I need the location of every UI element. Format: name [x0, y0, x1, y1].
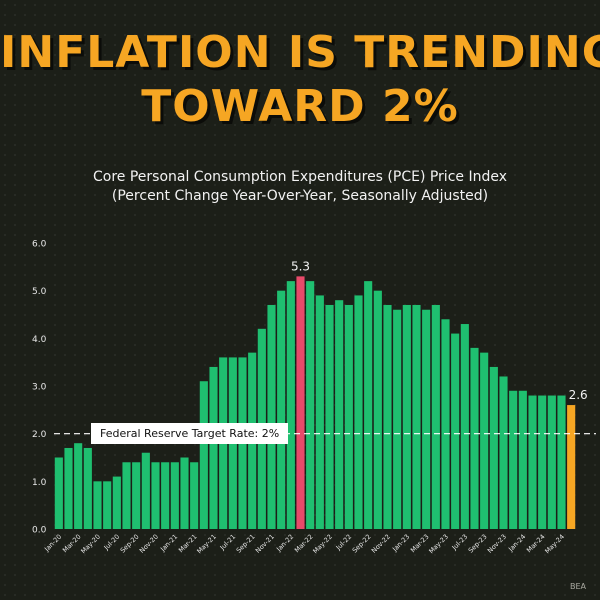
bar — [141, 452, 150, 529]
bar — [267, 304, 276, 529]
bar — [190, 462, 199, 529]
bar — [277, 290, 286, 529]
bar — [499, 376, 508, 529]
y-tick-label: 0.0 — [32, 526, 47, 536]
x-tick-label: Jan-21 — [158, 533, 179, 554]
x-tick-label: Jan-20 — [42, 533, 63, 554]
x-tick-label: May-23 — [427, 533, 450, 556]
x-tick-label: Jan-24 — [506, 533, 527, 554]
y-tick-label: 2.0 — [32, 430, 47, 440]
headline-line-2: TOWARD 2% — [141, 81, 459, 132]
bar — [567, 405, 576, 529]
bar — [306, 281, 315, 529]
bar — [161, 462, 170, 529]
bar — [538, 395, 547, 529]
bar — [383, 304, 392, 529]
bar — [296, 276, 305, 529]
bar — [286, 281, 295, 529]
headline-line-1: INFLATION IS TRENDING — [0, 27, 600, 78]
bar — [180, 457, 189, 529]
bar — [547, 395, 556, 529]
x-tick-label: Nov-22 — [370, 533, 392, 555]
x-tick-label: Nov-23 — [486, 533, 508, 555]
bar — [103, 481, 112, 529]
bar — [518, 390, 527, 529]
bar — [170, 462, 179, 529]
x-tick-label: Sep-23 — [467, 533, 489, 555]
bar — [335, 300, 344, 529]
bar — [122, 462, 131, 529]
subtitle-line-2: (Percent Change Year-Over-Year, Seasonal… — [111, 188, 489, 204]
bar — [422, 309, 431, 529]
source-label: BEA — [569, 582, 586, 591]
bar — [557, 395, 566, 529]
bar — [354, 295, 363, 529]
bar — [199, 381, 208, 529]
x-tick-label: May-20 — [79, 533, 102, 556]
bar — [373, 290, 382, 529]
x-tick-label: May-22 — [311, 533, 334, 556]
y-tick-label: 4.0 — [32, 335, 47, 345]
x-tick-label: Sep-20 — [119, 533, 141, 555]
reference-line-label: Federal Reserve Target Rate: 2% — [91, 423, 289, 444]
bar — [315, 295, 324, 529]
bar — [460, 324, 469, 529]
bar — [402, 304, 411, 529]
y-tick-label: 6.0 — [32, 240, 47, 250]
bar — [344, 304, 353, 529]
y-tick-label: 3.0 — [32, 383, 47, 393]
bar — [93, 481, 102, 529]
x-tick-label: Sep-22 — [351, 533, 373, 555]
data-label: 2.6 — [569, 388, 588, 402]
bar — [489, 366, 498, 529]
x-tick-label: May-21 — [195, 533, 218, 556]
data-label: 5.3 — [291, 259, 310, 273]
x-tick-label: Jan-22 — [274, 533, 295, 554]
bar — [451, 333, 460, 529]
bar — [393, 309, 402, 529]
bar — [480, 352, 489, 529]
bar — [151, 462, 160, 529]
bar — [64, 447, 73, 529]
bar — [470, 347, 479, 529]
bar — [528, 395, 537, 529]
chart-subtitle: Core Personal Consumption Expenditures (… — [0, 168, 600, 206]
y-tick-label: 5.0 — [32, 287, 47, 297]
bar — [441, 319, 450, 529]
bar — [132, 462, 141, 529]
bar — [112, 476, 121, 529]
x-tick-label: Nov-21 — [254, 533, 276, 555]
y-tick-label: 1.0 — [32, 478, 47, 488]
headline: INFLATION IS TRENDING TOWARD 2% — [0, 26, 600, 134]
x-tick-label: May-24 — [543, 533, 566, 556]
bar — [364, 281, 373, 529]
bar — [325, 304, 334, 529]
bar — [509, 390, 518, 529]
bar — [83, 447, 92, 529]
x-tick-label: Sep-21 — [235, 533, 257, 555]
subtitle-line-1: Core Personal Consumption Expenditures (… — [92, 169, 508, 185]
bar — [209, 366, 218, 529]
bar — [54, 457, 63, 529]
bar — [431, 304, 440, 529]
bar — [74, 443, 83, 529]
bar — [412, 304, 421, 529]
x-tick-label: Nov-20 — [138, 533, 160, 555]
x-tick-label: Jan-23 — [390, 533, 411, 554]
